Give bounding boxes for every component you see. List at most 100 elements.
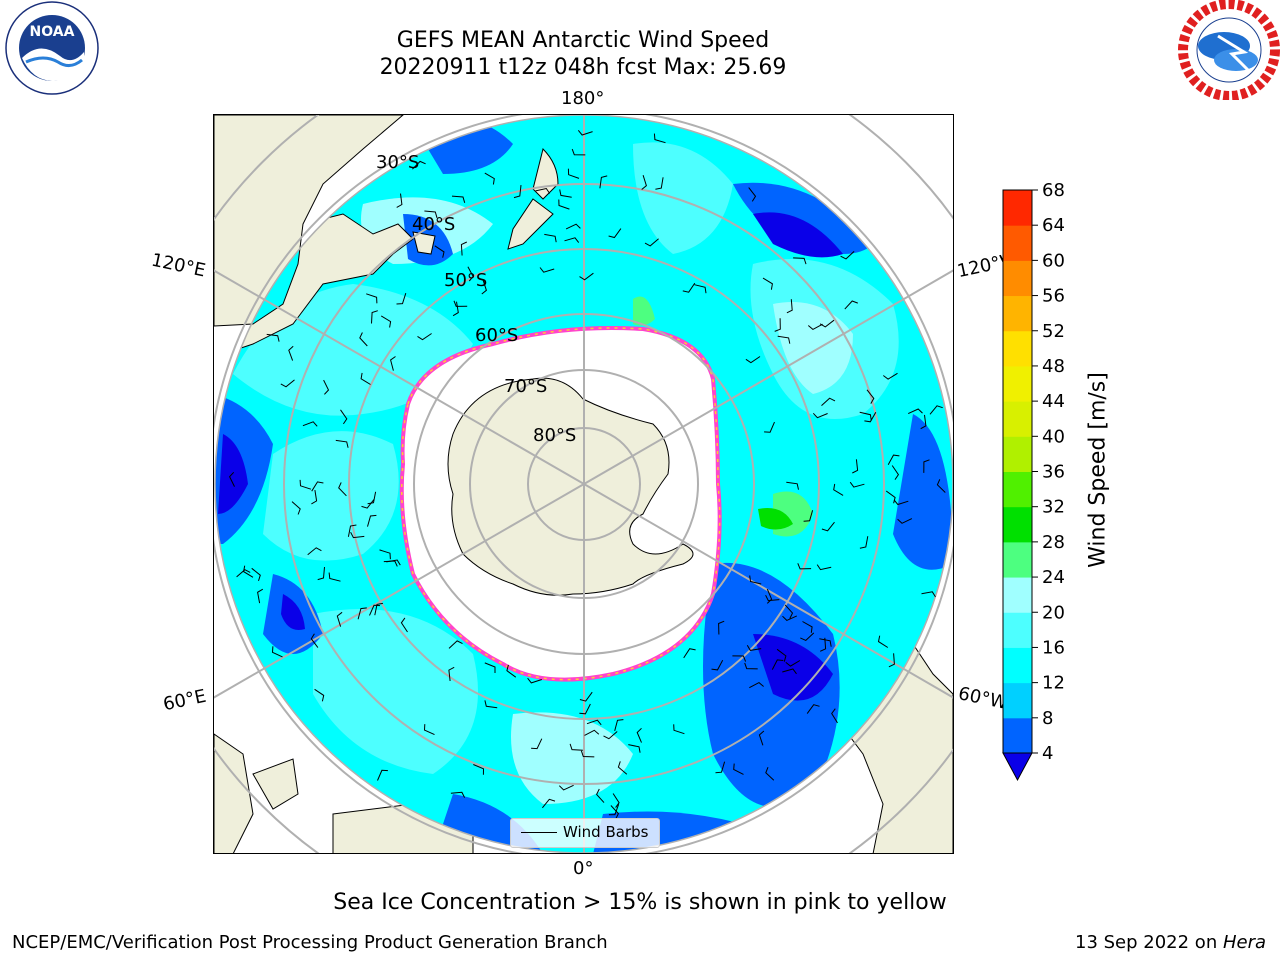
wind-barb (891, 465, 900, 480)
colorbar-label: Wind Speed [m/s] (1085, 372, 1111, 568)
wind-barb (311, 481, 324, 492)
wind-barb (819, 638, 832, 647)
wind-barb (921, 591, 936, 598)
wind-barb (448, 666, 455, 682)
wind-speed-contours (215, 117, 953, 853)
colorbar-extend-min (1002, 752, 1033, 782)
wind-barb (359, 332, 368, 347)
wind-barb (417, 333, 432, 341)
wind-barb (610, 805, 620, 820)
wind-barb (577, 129, 593, 136)
lat-label-60s: 60°S (475, 325, 519, 346)
wind-barb (936, 479, 946, 493)
colorbar-tick-label: 40 (1042, 426, 1065, 447)
footer-date: 13 Sep 2022 on Hera (1075, 932, 1266, 953)
wind-barb (929, 405, 943, 415)
wind-barb (251, 567, 261, 582)
wind-barb (897, 518, 913, 524)
wind-barb (885, 490, 896, 504)
wind-barb (765, 767, 775, 781)
colorbar-tick-label: 28 (1042, 532, 1065, 553)
wind-barb (481, 279, 487, 295)
wind-barb (377, 769, 388, 781)
colorbar-tick-label: 48 (1042, 356, 1065, 377)
lon-label-0: 0° (573, 858, 594, 879)
wind-barb (844, 300, 858, 310)
wind-barb (762, 277, 773, 290)
wind-barb (452, 301, 459, 317)
wind-barb (484, 172, 495, 185)
wind-barb (888, 653, 895, 668)
colorbar-bin (1003, 401, 1032, 437)
wind-barb (608, 804, 620, 816)
wind-barb (612, 793, 620, 808)
colorbar-tick-label: 32 (1042, 497, 1065, 518)
wind-barb (424, 210, 438, 218)
wind-barb (864, 412, 877, 423)
wind-barb (314, 688, 325, 702)
wind-barb (718, 620, 725, 635)
wind-barb (766, 588, 773, 604)
wind-barbs (228, 129, 946, 820)
wind-barb (797, 563, 812, 570)
wind-barb (733, 763, 744, 775)
wind-barb (367, 491, 377, 505)
colorbar-tick-label: 44 (1042, 391, 1065, 412)
wind-barb (569, 743, 583, 751)
wind-barb (641, 175, 647, 190)
wind-barb (694, 284, 707, 294)
wind-barb (764, 421, 775, 433)
wind-barb (390, 356, 396, 371)
wind-barb (565, 223, 581, 230)
lon-label-180: 180° (561, 88, 605, 109)
wind-barb (386, 559, 401, 566)
wind-barb (603, 731, 618, 740)
wind-barb (542, 798, 556, 809)
wind-barb (877, 635, 889, 648)
colorbar-tick-label: 12 (1042, 673, 1065, 694)
noaa-logo: NOAA (5, 1, 99, 95)
wind-barb (271, 646, 283, 658)
colorbar-bin (1003, 295, 1032, 332)
wind-barb (506, 664, 517, 678)
wind-barb (617, 761, 628, 775)
colorbar-bin (1003, 717, 1032, 754)
wind-barb (596, 788, 605, 803)
wind-barb (580, 750, 595, 758)
wind-barb (579, 703, 591, 715)
wind-barb (396, 193, 403, 208)
wind-barb (599, 175, 608, 189)
wind-barb (774, 318, 781, 332)
wind-barb (448, 640, 463, 649)
wind-barb (682, 282, 696, 293)
colorbar-bin (1003, 541, 1032, 578)
colorbar-tick-label: 24 (1042, 567, 1065, 588)
polar-map (214, 115, 953, 853)
wind-barb (883, 372, 898, 380)
wind-barb (683, 648, 696, 659)
lat-label-70s: 70°S (504, 376, 548, 397)
colorbar-tick-label: 20 (1042, 602, 1065, 623)
wind-barb (360, 372, 371, 385)
wind-barb (451, 195, 466, 203)
wind-barb (793, 257, 807, 265)
wind-barb (749, 682, 764, 689)
wind-barb (340, 409, 348, 425)
wind-barb (266, 333, 280, 342)
wind-barb (819, 319, 835, 328)
wind-barb (628, 744, 641, 753)
footer-date-text: 13 Sep 2022 on (1075, 932, 1223, 953)
wind-barb (366, 293, 378, 304)
wind-barb (361, 499, 375, 509)
wind-barb (821, 521, 835, 532)
wind-barb (745, 356, 761, 364)
wind-barb (636, 727, 642, 743)
chart-subtitle: 20220911 t12z 048h fcst Max: 25.69 (379, 55, 787, 80)
wind-barb (310, 633, 319, 648)
wind-barb (396, 292, 407, 305)
wind-barb (821, 397, 836, 406)
wind-barb (257, 588, 264, 604)
wind-barb (644, 238, 659, 247)
wind-barb (357, 607, 367, 620)
lat-label-80s: 80°S (533, 425, 577, 446)
